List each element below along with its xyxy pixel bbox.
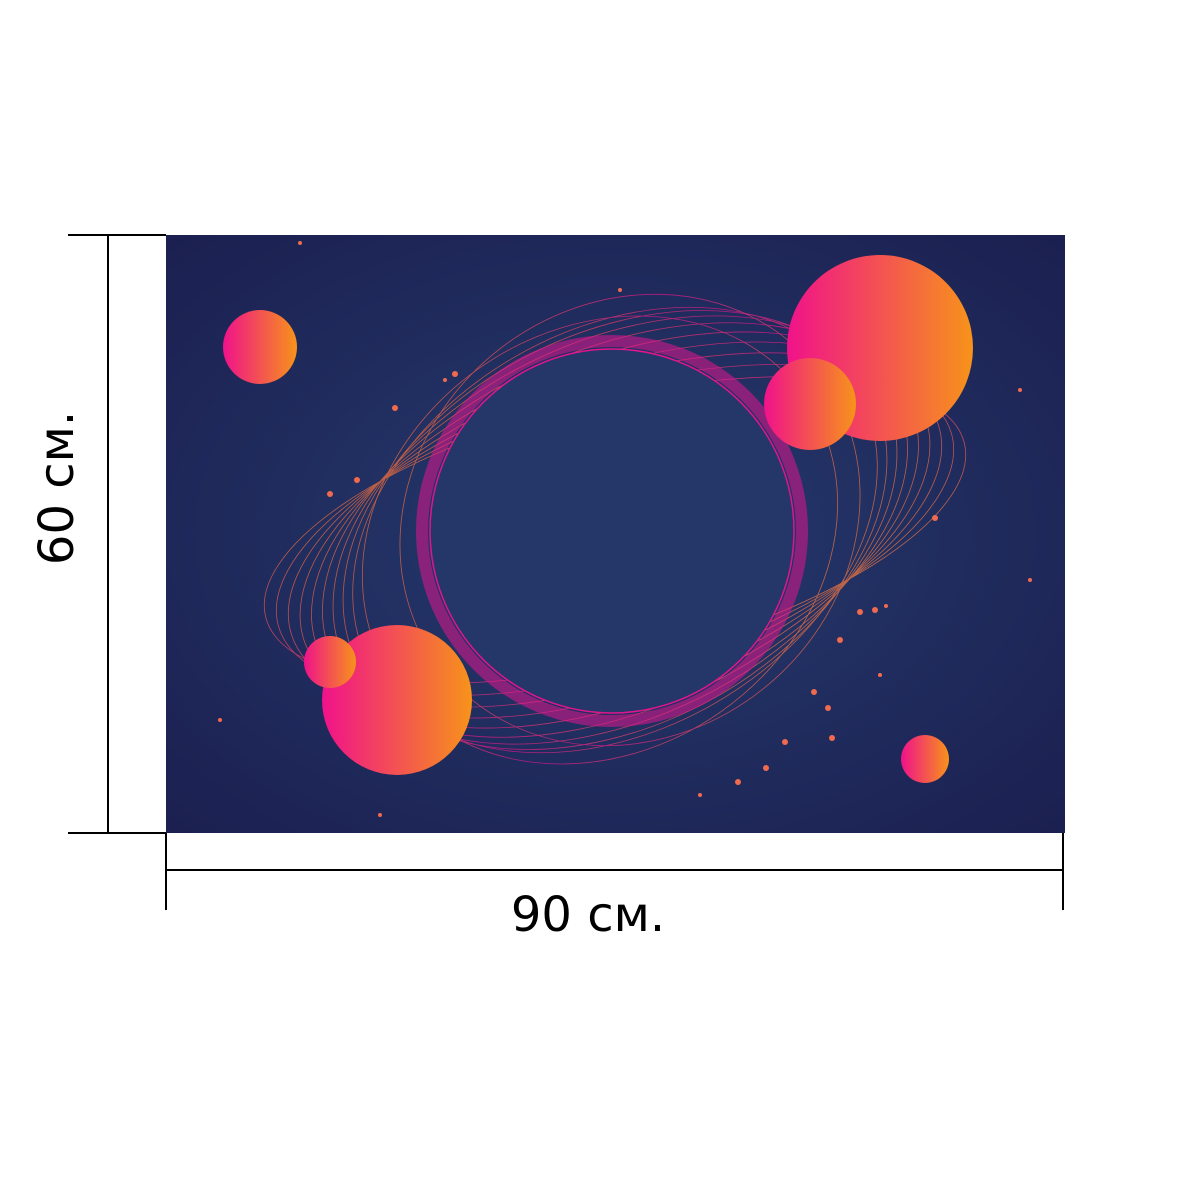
center-circle xyxy=(429,348,795,714)
dimension-lines xyxy=(68,234,1064,910)
ring-glow xyxy=(416,335,808,727)
height-label: 60 см. xyxy=(29,411,85,565)
width-label: 90 см. xyxy=(511,887,665,943)
poster-art xyxy=(166,235,1065,833)
planets xyxy=(223,255,973,783)
dots xyxy=(218,241,1032,817)
